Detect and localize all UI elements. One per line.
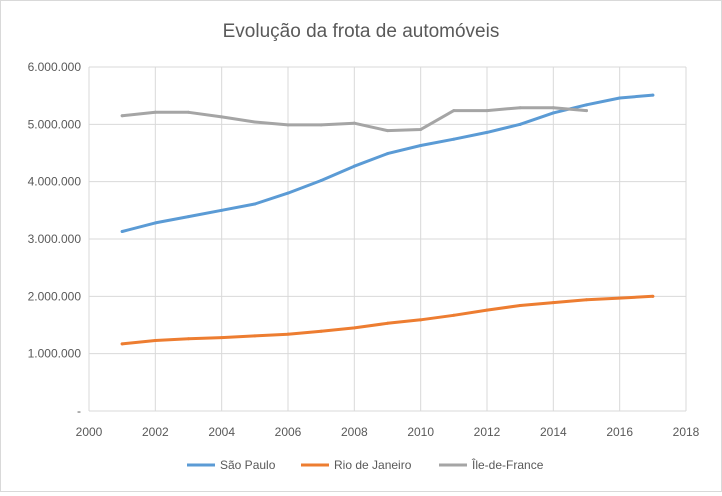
data-point — [319, 329, 323, 333]
data-point — [485, 109, 489, 113]
data-point — [518, 122, 522, 126]
legend-label: Île-de-France — [471, 457, 544, 472]
data-point — [153, 338, 157, 342]
x-tick-label: 2018 — [673, 425, 700, 439]
data-point — [220, 115, 224, 119]
data-point — [286, 123, 290, 127]
x-tick-label: 2006 — [275, 425, 302, 439]
series-line-1 — [120, 294, 655, 346]
y-tick-label: 1.000.000 — [28, 347, 82, 361]
data-point — [386, 129, 389, 133]
legend-label: São Paulo — [220, 458, 276, 472]
data-point — [452, 109, 456, 113]
data-point — [551, 106, 555, 110]
data-point — [153, 110, 157, 114]
data-point — [286, 191, 290, 195]
x-tick-label: 2000 — [76, 425, 103, 439]
data-point — [120, 342, 124, 346]
data-point — [187, 337, 190, 341]
data-point — [253, 334, 257, 338]
data-point — [651, 294, 655, 298]
y-tick-label: 2.000.000 — [28, 289, 82, 303]
x-tick-label: 2012 — [474, 425, 501, 439]
data-point — [551, 301, 555, 305]
data-series — [120, 93, 655, 346]
data-point — [220, 208, 224, 212]
data-point — [220, 336, 224, 340]
axis-labels: 2000 2002 2004 2006 2008 2010 2012 2014 2016 2018… — [28, 60, 700, 439]
data-point — [153, 221, 157, 225]
data-point — [585, 298, 588, 302]
y-tick-label: - — [77, 404, 81, 418]
y-tick-label: 4.000.000 — [28, 175, 82, 189]
chart-title: Evolução da frota de automóveis — [223, 21, 500, 42]
data-point — [352, 326, 356, 330]
data-point — [551, 111, 555, 115]
x-tick-label: 2002 — [142, 425, 169, 439]
data-point — [253, 202, 257, 206]
data-point — [386, 152, 389, 156]
y-tick-label: 6.000.000 — [28, 60, 82, 74]
data-point — [352, 121, 356, 125]
data-point — [419, 318, 423, 322]
data-point — [419, 127, 423, 131]
data-point — [319, 123, 323, 127]
data-point — [585, 109, 588, 113]
x-tick-label: 2008 — [341, 425, 368, 439]
legend: São Paulo Rio de Janeiro Île-de-France — [187, 457, 544, 472]
gridlines — [88, 66, 687, 412]
legend-label: Rio de Janeiro — [334, 458, 412, 472]
data-point — [120, 114, 124, 118]
data-point — [485, 308, 489, 312]
data-point — [187, 215, 190, 219]
data-point — [352, 164, 356, 168]
x-tick-label: 2004 — [208, 425, 235, 439]
data-point — [319, 179, 323, 183]
x-tick-label: 2016 — [606, 425, 633, 439]
data-point — [419, 144, 423, 148]
data-point — [585, 103, 588, 107]
data-point — [518, 106, 522, 110]
data-point — [618, 296, 622, 300]
x-tick-label: 2010 — [407, 425, 434, 439]
data-point — [651, 93, 655, 97]
y-tick-label: 3.000.000 — [28, 232, 82, 246]
data-point — [120, 230, 124, 234]
data-point — [386, 321, 389, 325]
data-point — [618, 96, 622, 100]
data-point — [253, 120, 257, 124]
data-point — [452, 137, 456, 141]
data-point — [485, 130, 489, 134]
y-tick-label: 5.000.000 — [28, 117, 82, 131]
x-tick-label: 2014 — [540, 425, 567, 439]
data-point — [452, 313, 456, 317]
data-point — [187, 110, 190, 114]
data-point — [286, 332, 290, 336]
data-point — [518, 304, 522, 308]
